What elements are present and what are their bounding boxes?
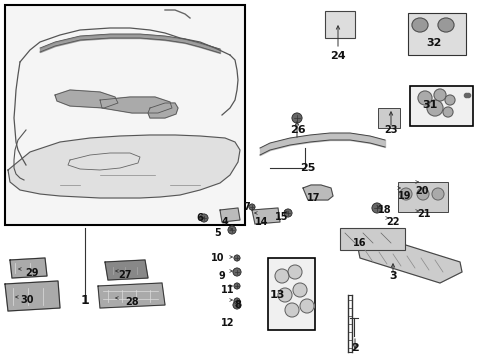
Text: 11: 11	[221, 285, 234, 295]
Text: 20: 20	[414, 186, 428, 196]
Circle shape	[284, 209, 291, 217]
Polygon shape	[148, 103, 178, 118]
Text: 3: 3	[388, 271, 396, 281]
Circle shape	[200, 214, 207, 222]
Bar	[377, 108, 399, 128]
Text: 18: 18	[377, 205, 391, 215]
Polygon shape	[55, 90, 118, 108]
Text: 21: 21	[416, 209, 430, 219]
Circle shape	[274, 269, 288, 283]
Circle shape	[278, 288, 291, 302]
Circle shape	[227, 226, 236, 234]
Text: 8: 8	[234, 300, 241, 310]
Text: 13: 13	[269, 290, 284, 300]
Text: 30: 30	[20, 295, 34, 305]
Text: 22: 22	[386, 217, 399, 227]
Text: 6: 6	[196, 213, 203, 223]
Text: 14: 14	[255, 217, 268, 227]
Text: 28: 28	[125, 297, 139, 307]
Text: 10: 10	[211, 253, 224, 263]
Bar	[407, 13, 465, 55]
Text: 19: 19	[397, 191, 411, 201]
Polygon shape	[98, 283, 164, 308]
Circle shape	[416, 188, 428, 200]
Bar	[409, 86, 472, 126]
Text: 1: 1	[81, 293, 89, 306]
Circle shape	[234, 298, 240, 304]
Bar	[325, 11, 354, 38]
Polygon shape	[5, 281, 60, 311]
Text: 12: 12	[221, 318, 234, 328]
Text: 5: 5	[214, 228, 221, 238]
Text: 7: 7	[243, 202, 250, 212]
Circle shape	[234, 255, 240, 261]
Circle shape	[292, 283, 306, 297]
Text: 27: 27	[118, 270, 131, 280]
Text: 25: 25	[300, 163, 315, 173]
Circle shape	[232, 268, 241, 276]
Ellipse shape	[411, 18, 427, 32]
Circle shape	[371, 203, 381, 213]
Text: 2: 2	[350, 343, 358, 353]
Text: 26: 26	[289, 125, 305, 135]
Circle shape	[291, 113, 302, 123]
Text: 31: 31	[422, 100, 437, 110]
Text: 16: 16	[352, 238, 366, 248]
Circle shape	[248, 204, 254, 210]
Bar	[397, 182, 447, 212]
Text: 32: 32	[426, 38, 441, 48]
Text: 17: 17	[306, 193, 320, 203]
Circle shape	[285, 303, 298, 317]
Polygon shape	[357, 237, 461, 283]
Circle shape	[433, 89, 445, 101]
Circle shape	[234, 283, 240, 289]
Circle shape	[431, 188, 443, 200]
Text: 29: 29	[25, 268, 39, 278]
Polygon shape	[251, 208, 280, 224]
Circle shape	[442, 107, 452, 117]
Polygon shape	[105, 260, 148, 280]
Text: 15: 15	[275, 212, 288, 222]
Circle shape	[299, 299, 313, 313]
Circle shape	[426, 100, 442, 116]
Polygon shape	[303, 185, 332, 200]
Text: 4: 4	[221, 217, 228, 227]
Text: 23: 23	[384, 125, 397, 135]
Polygon shape	[220, 208, 240, 222]
Circle shape	[444, 95, 454, 105]
Circle shape	[417, 91, 431, 105]
Text: 24: 24	[329, 51, 345, 61]
Text: 9: 9	[218, 271, 225, 281]
Circle shape	[287, 265, 302, 279]
Circle shape	[399, 188, 411, 200]
Bar	[5, 5, 244, 225]
Circle shape	[232, 301, 241, 309]
Polygon shape	[8, 135, 240, 198]
Polygon shape	[10, 258, 47, 278]
Bar	[339, 228, 404, 250]
Ellipse shape	[437, 18, 453, 32]
Polygon shape	[100, 97, 172, 113]
Bar	[267, 258, 314, 330]
